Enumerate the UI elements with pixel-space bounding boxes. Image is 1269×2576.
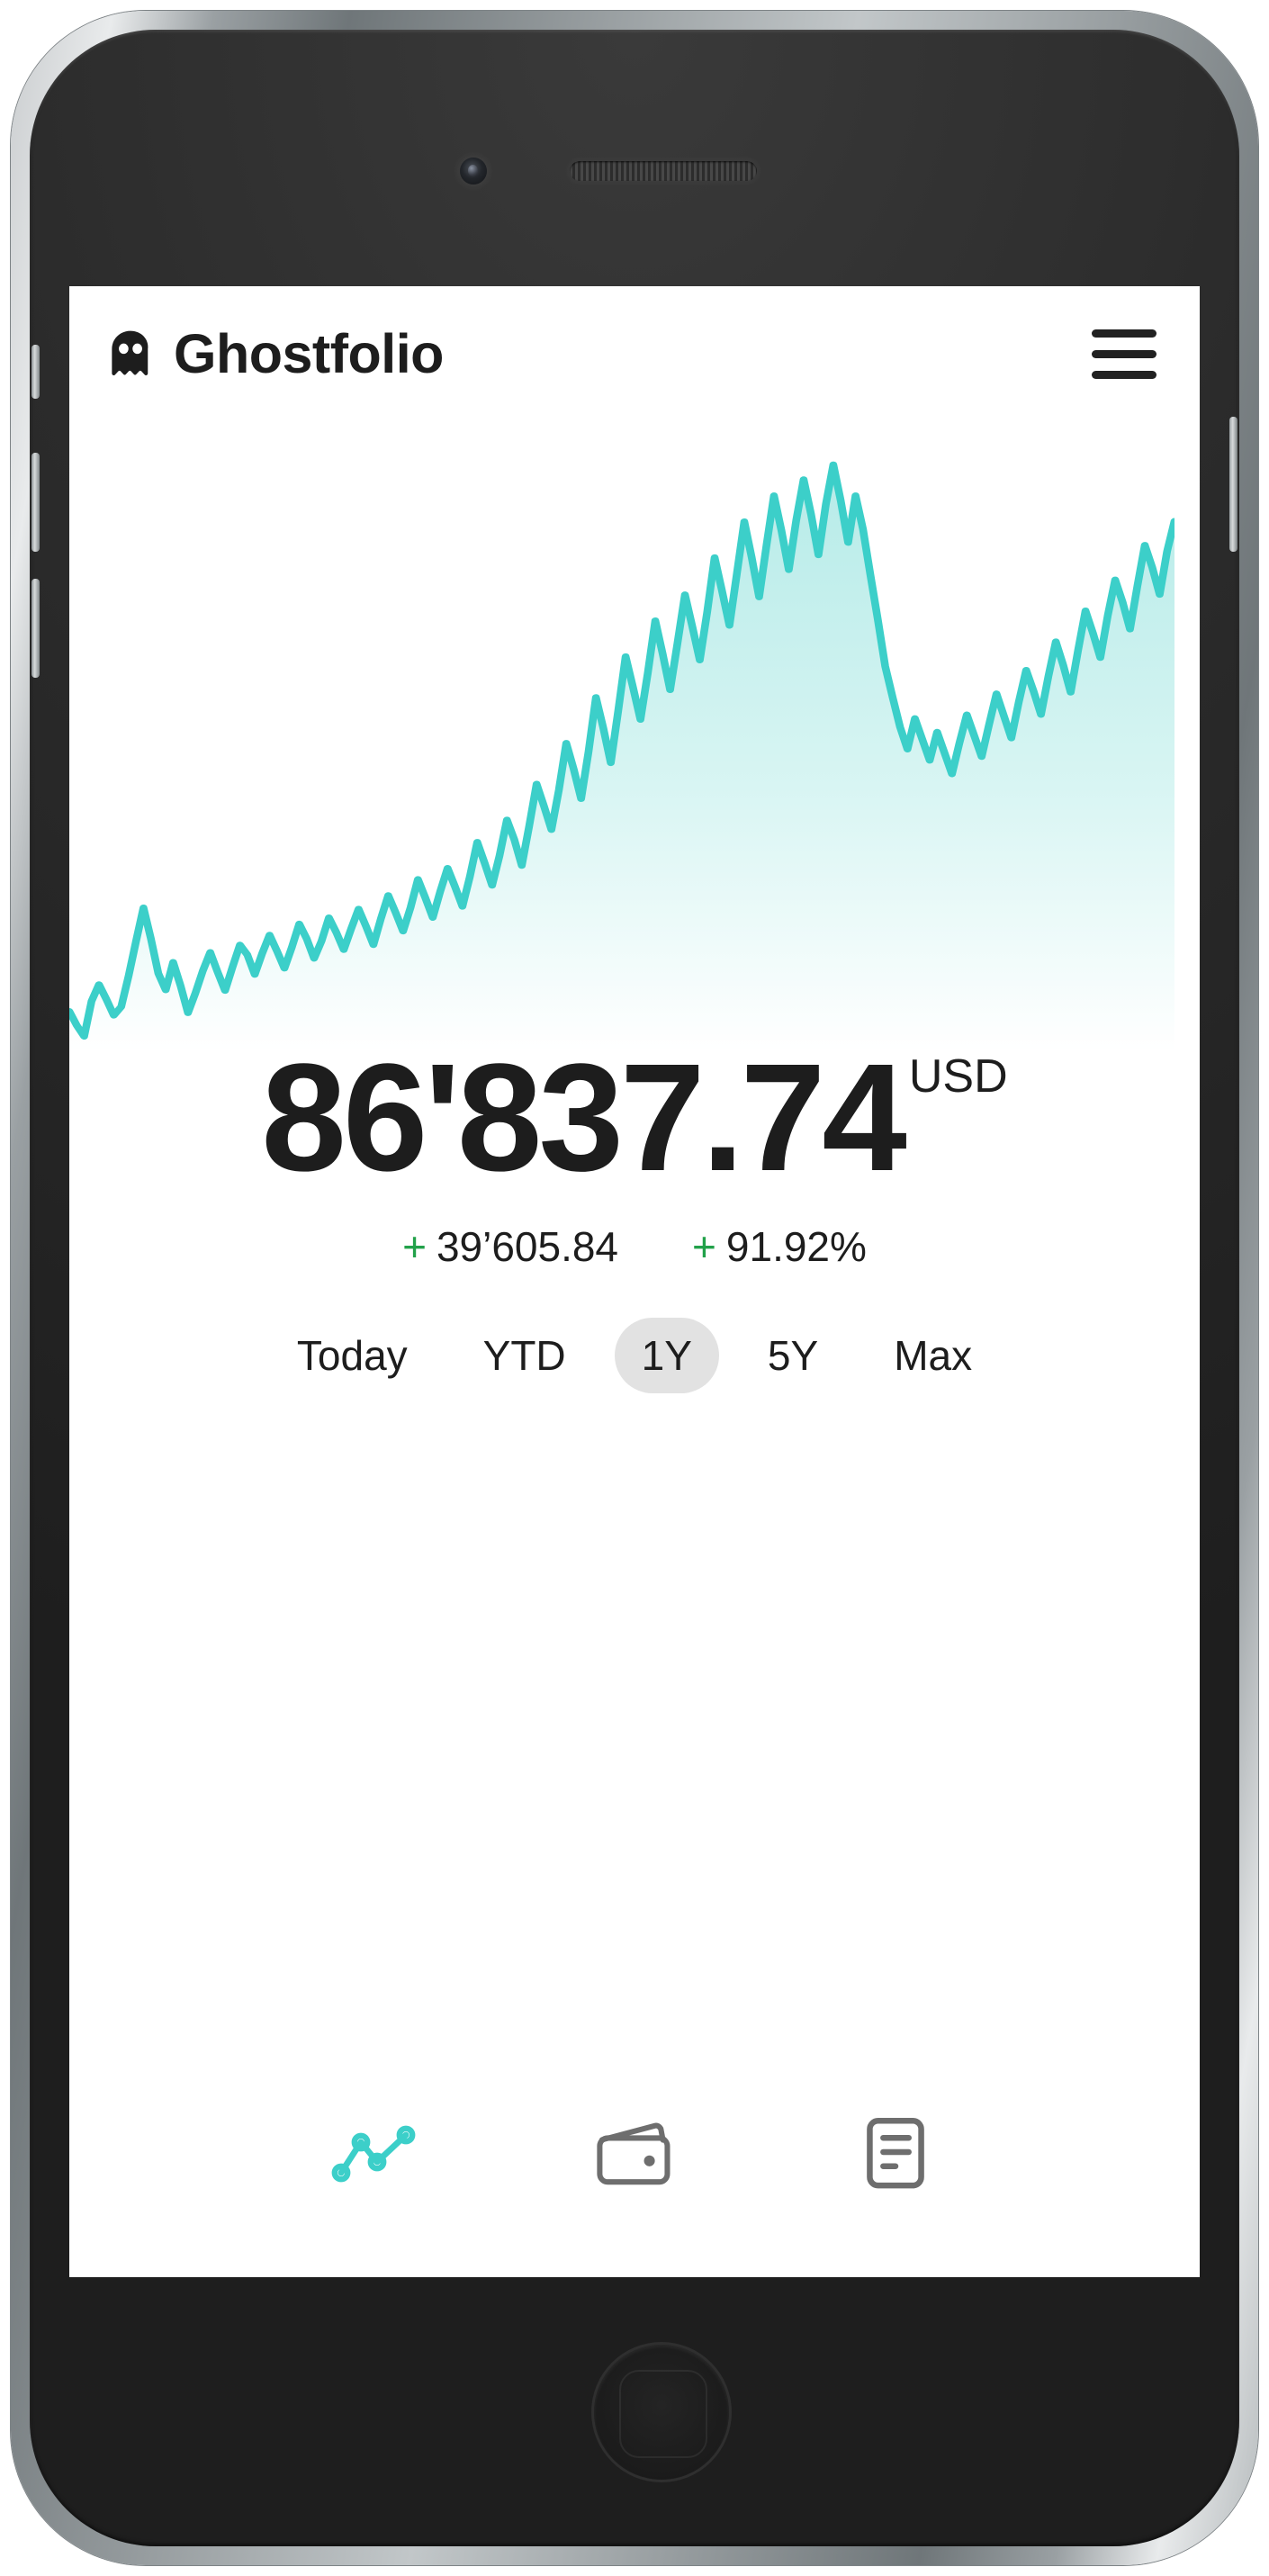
range-tab-max[interactable]: Max: [894, 1331, 973, 1379]
app-screen: Ghostfolio 86'837.74 USD: [69, 286, 1200, 2277]
change-percent: + 91.92%: [692, 1222, 867, 1271]
app-header: Ghostfolio: [69, 286, 1200, 421]
chart-line: [69, 461, 1174, 1040]
nav-portfolio-button[interactable]: [585, 2110, 684, 2196]
chart-area-fill: [69, 464, 1174, 1051]
change-percent-sign: +: [692, 1222, 716, 1270]
portfolio-currency: USD: [908, 1050, 1008, 1103]
change-absolute-sign: +: [402, 1222, 427, 1270]
wallet-icon: [597, 2122, 670, 2185]
portfolio-summary: 86'837.74 USD + 39’605.84 + 91.92%: [69, 1032, 1200, 1271]
range-tab-1y[interactable]: 1Y: [614, 1317, 719, 1393]
performance-row: + 39’605.84 + 91.92%: [69, 1222, 1200, 1271]
portfolio-value-row: 86'837.74 USD: [69, 1032, 1200, 1203]
range-tab-today[interactable]: Today: [296, 1331, 408, 1379]
front-camera-icon: [460, 158, 487, 185]
change-absolute-value: 39’605.84: [436, 1222, 619, 1270]
menu-bar-3: [1092, 370, 1156, 379]
hamburger-menu-icon[interactable]: [1083, 312, 1166, 395]
nav-activities-button[interactable]: [846, 2110, 945, 2196]
portfolio-value: 86'837.74: [261, 1032, 906, 1203]
brand-name: Ghostfolio: [174, 322, 444, 384]
silent-switch-button[interactable]: [32, 345, 40, 399]
ghost-icon: [112, 330, 148, 376]
volume-up-button[interactable]: [32, 453, 40, 552]
menu-bar-1: [1092, 329, 1156, 338]
document-list-icon: [867, 2118, 924, 2189]
range-tab-5y[interactable]: 5Y: [767, 1331, 819, 1379]
brand-logo-link[interactable]: Ghostfolio: [105, 322, 444, 384]
power-button[interactable]: [1229, 417, 1238, 552]
bottom-navigation: [69, 2070, 1200, 2277]
range-tab-ytd[interactable]: YTD: [482, 1331, 566, 1379]
volume-down-button[interactable]: [32, 579, 40, 678]
date-range-selector: Today YTD 1Y 5Y Max: [69, 1317, 1200, 1393]
nav-overview-button[interactable]: [324, 2110, 423, 2196]
home-button[interactable]: [594, 2345, 729, 2480]
earpiece-speaker: [570, 161, 757, 181]
menu-bar-2: [1092, 349, 1156, 358]
line-chart-icon: [331, 2125, 416, 2183]
portfolio-performance-chart[interactable]: [69, 421, 1174, 1051]
change-absolute: + 39’605.84: [402, 1222, 618, 1271]
portfolio-chart-container[interactable]: [69, 421, 1200, 1051]
change-percent-value: 91.92%: [725, 1222, 867, 1270]
